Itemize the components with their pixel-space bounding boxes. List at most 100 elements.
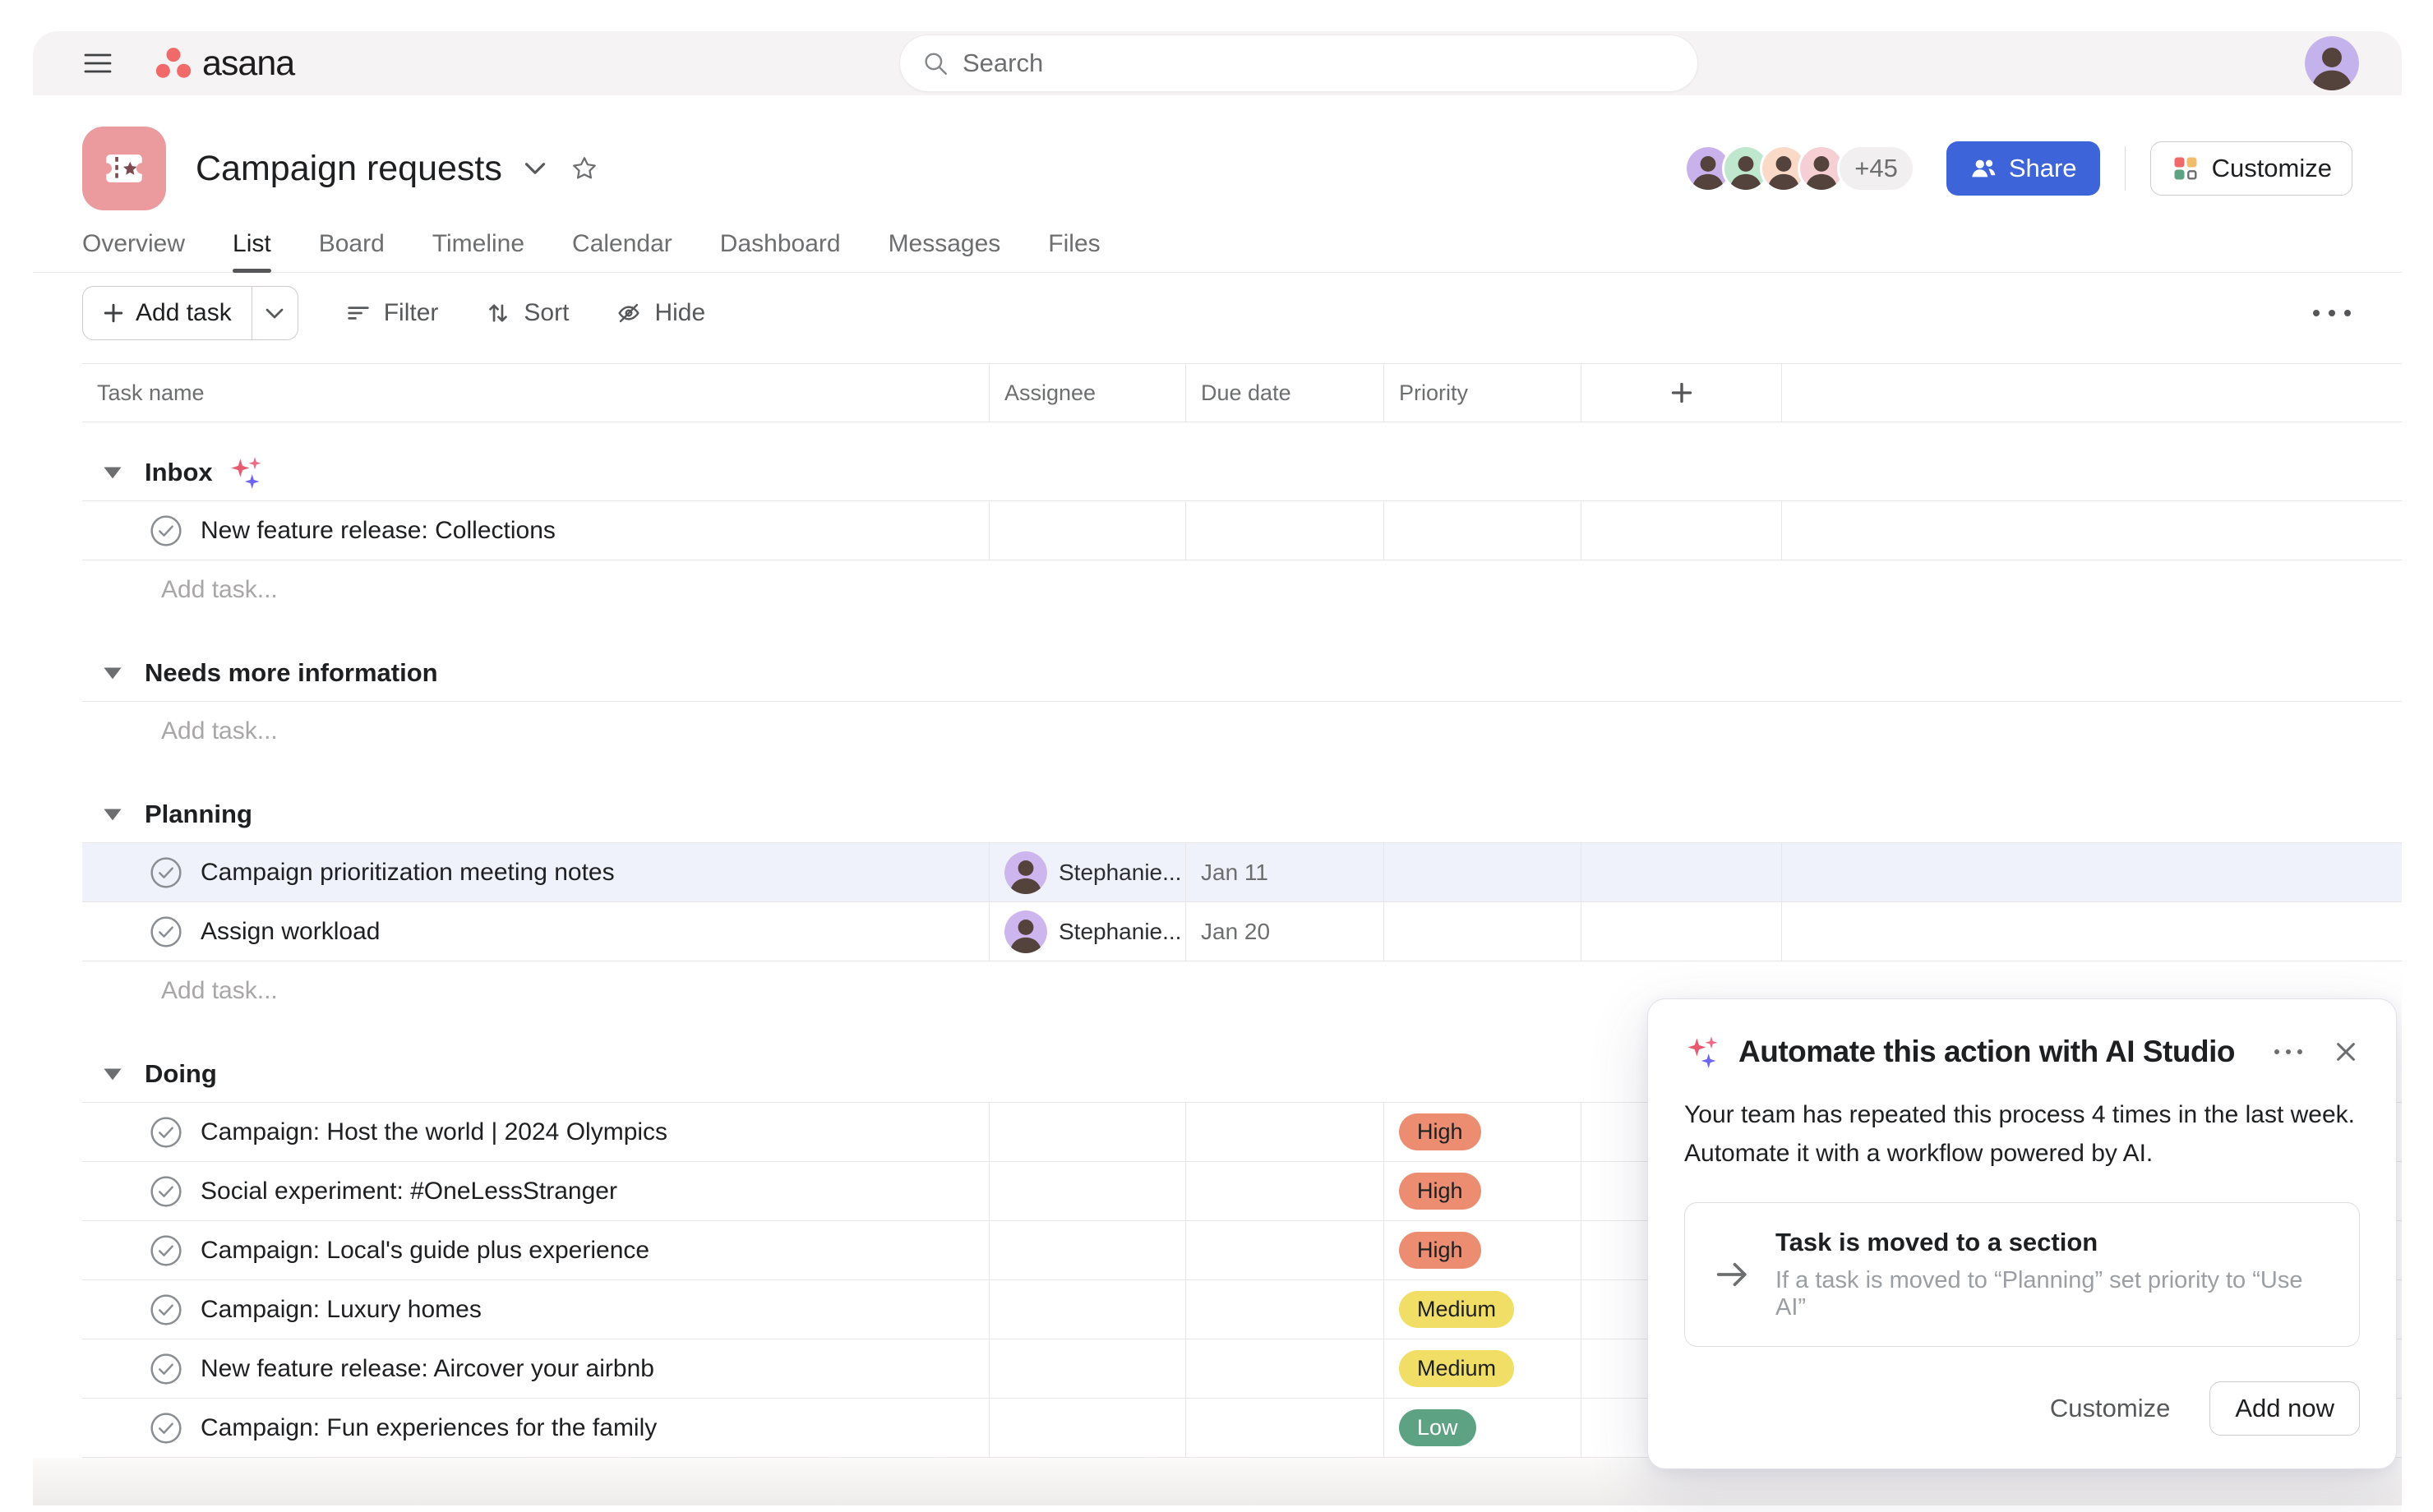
add-task-label: Add task — [136, 299, 232, 326]
task-title[interactable]: New feature release: Aircover your airbn… — [201, 1354, 654, 1382]
task-row[interactable]: Campaign prioritization meeting notes Ste… — [82, 843, 2402, 902]
tab-files[interactable]: Files — [1048, 230, 1101, 257]
section-collapse-caret[interactable] — [102, 1067, 123, 1081]
priority-cell[interactable] — [1384, 843, 1581, 901]
add-task-row[interactable]: Add task... — [161, 717, 278, 744]
filter-button[interactable]: Filter — [344, 299, 438, 327]
priority-pill[interactable]: Medium — [1399, 1350, 1515, 1387]
due-date-cell[interactable] — [1186, 1280, 1384, 1339]
popup-menu-button[interactable] — [2268, 1043, 2309, 1061]
task-row[interactable]: Campaign: Luxury homes Medium — [82, 1280, 2402, 1339]
member-avatar[interactable] — [1760, 145, 1808, 192]
task-row[interactable]: Campaign: Fun experiences for the family… — [82, 1399, 2402, 1458]
priority-pill[interactable]: High — [1399, 1113, 1481, 1150]
task-row[interactable]: Assign workload Stephanie... Jan 20 — [82, 902, 2402, 961]
sidebar-toggle-button[interactable] — [79, 47, 117, 80]
due-date-cell[interactable]: Jan 20 — [1186, 902, 1384, 961]
assignee-cell[interactable] — [990, 1399, 1186, 1457]
user-avatar[interactable] — [2305, 36, 2359, 90]
tab-overview[interactable]: Overview — [82, 230, 186, 257]
search-input[interactable] — [963, 48, 1676, 78]
tab-list[interactable]: List — [233, 230, 271, 273]
task-row[interactable]: Campaign: Host the world | 2024 Olympics… — [82, 1103, 2402, 1162]
assignee-cell[interactable] — [990, 1339, 1186, 1398]
complete-task-icon[interactable] — [150, 1175, 182, 1208]
assignee-cell[interactable]: Stephanie... — [990, 843, 1186, 901]
task-title[interactable]: Campaign: Luxury homes — [201, 1295, 482, 1323]
assignee-cell[interactable] — [990, 1103, 1186, 1161]
priority-pill[interactable]: Low — [1399, 1409, 1476, 1446]
assignee-cell[interactable] — [990, 1162, 1186, 1220]
tab-board[interactable]: Board — [318, 230, 385, 257]
priority-pill[interactable]: High — [1399, 1232, 1481, 1269]
priority-pill[interactable]: High — [1399, 1173, 1481, 1210]
add-column-button[interactable] — [1581, 364, 1782, 422]
due-date-cell[interactable] — [1186, 1339, 1384, 1398]
complete-task-icon[interactable] — [150, 1353, 182, 1385]
section-collapse-caret[interactable] — [102, 807, 123, 822]
task-title[interactable]: New feature release: Collections — [201, 516, 556, 544]
project-menu-chevron-icon[interactable] — [524, 161, 547, 176]
column-header-due-date: Due date — [1186, 364, 1384, 422]
tab-dashboard[interactable]: Dashboard — [719, 230, 841, 257]
priority-cell[interactable] — [1384, 902, 1581, 961]
popup-customize-button[interactable]: Customize — [2049, 1394, 2171, 1422]
complete-task-icon[interactable] — [150, 856, 182, 889]
task-name-cell: New feature release: Collections — [82, 501, 990, 560]
priority-cell[interactable] — [1384, 501, 1581, 560]
popup-close-icon[interactable] — [2332, 1038, 2360, 1066]
priority-cell[interactable]: Low — [1384, 1399, 1581, 1457]
complete-task-icon[interactable] — [150, 514, 182, 547]
complete-task-icon[interactable] — [150, 1293, 182, 1326]
search-bar[interactable] — [899, 35, 1698, 92]
add-task-dropdown-button[interactable] — [251, 287, 298, 339]
tab-messages[interactable]: Messages — [888, 230, 1001, 257]
due-date-cell[interactable]: Jan 11 — [1186, 843, 1384, 901]
task-row[interactable]: New feature release: Collections — [82, 501, 2402, 560]
complete-task-icon[interactable] — [150, 1412, 182, 1445]
task-title[interactable]: Campaign prioritization meeting notes — [201, 858, 615, 886]
section-collapse-caret[interactable] — [102, 666, 123, 680]
customize-button[interactable]: Customize — [2149, 141, 2352, 196]
share-button[interactable]: Share — [1946, 141, 2100, 196]
sort-button[interactable]: Sort — [484, 299, 569, 327]
assignee-cell[interactable] — [990, 1280, 1186, 1339]
priority-pill[interactable]: Medium — [1399, 1291, 1515, 1328]
hide-button[interactable]: Hide — [615, 299, 705, 327]
popup-add-now-button[interactable]: Add now — [2209, 1381, 2360, 1436]
due-date-cell[interactable] — [1186, 1162, 1384, 1220]
priority-cell[interactable]: High — [1384, 1221, 1581, 1279]
add-task-row[interactable]: Add task... — [161, 977, 278, 1004]
priority-cell[interactable]: Medium — [1384, 1339, 1581, 1398]
due-date-cell[interactable] — [1186, 1103, 1384, 1161]
list-options-button[interactable] — [2305, 302, 2359, 325]
assignee-cell[interactable] — [990, 501, 1186, 560]
due-date-cell[interactable] — [1186, 1399, 1384, 1457]
complete-task-icon[interactable] — [150, 915, 182, 948]
asana-dots-icon — [155, 48, 192, 78]
task-row[interactable]: Campaign: Local's guide plus experience H… — [82, 1221, 2402, 1280]
task-row[interactable]: Social experiment: #OneLessStranger High — [82, 1162, 2402, 1221]
task-title[interactable]: Campaign: Fun experiences for the family — [201, 1413, 658, 1441]
member-overflow-count[interactable]: +45 — [1837, 145, 1915, 192]
task-title[interactable]: Assign workload — [201, 917, 381, 945]
add-task-row[interactable]: Add task... — [161, 576, 278, 603]
priority-cell[interactable]: High — [1384, 1162, 1581, 1220]
due-date-cell[interactable] — [1186, 501, 1384, 560]
priority-cell[interactable]: Medium — [1384, 1280, 1581, 1339]
task-title[interactable]: Social experiment: #OneLessStranger — [201, 1177, 617, 1205]
assignee-cell[interactable] — [990, 1221, 1186, 1279]
add-task-button[interactable]: Add task — [83, 287, 252, 339]
task-row[interactable]: New feature release: Aircover your airbn… — [82, 1339, 2402, 1399]
favorite-star-icon[interactable] — [570, 154, 599, 183]
due-date-cell[interactable] — [1186, 1221, 1384, 1279]
section-collapse-caret[interactable] — [102, 465, 123, 480]
complete-task-icon[interactable] — [150, 1116, 182, 1149]
assignee-cell[interactable]: Stephanie... — [990, 902, 1186, 961]
task-title[interactable]: Campaign: Host the world | 2024 Olympics — [201, 1118, 668, 1146]
task-title[interactable]: Campaign: Local's guide plus experience — [201, 1236, 650, 1264]
priority-cell[interactable]: High — [1384, 1103, 1581, 1161]
complete-task-icon[interactable] — [150, 1234, 182, 1267]
tab-timeline[interactable]: Timeline — [432, 230, 525, 257]
tab-calendar[interactable]: Calendar — [572, 230, 672, 257]
